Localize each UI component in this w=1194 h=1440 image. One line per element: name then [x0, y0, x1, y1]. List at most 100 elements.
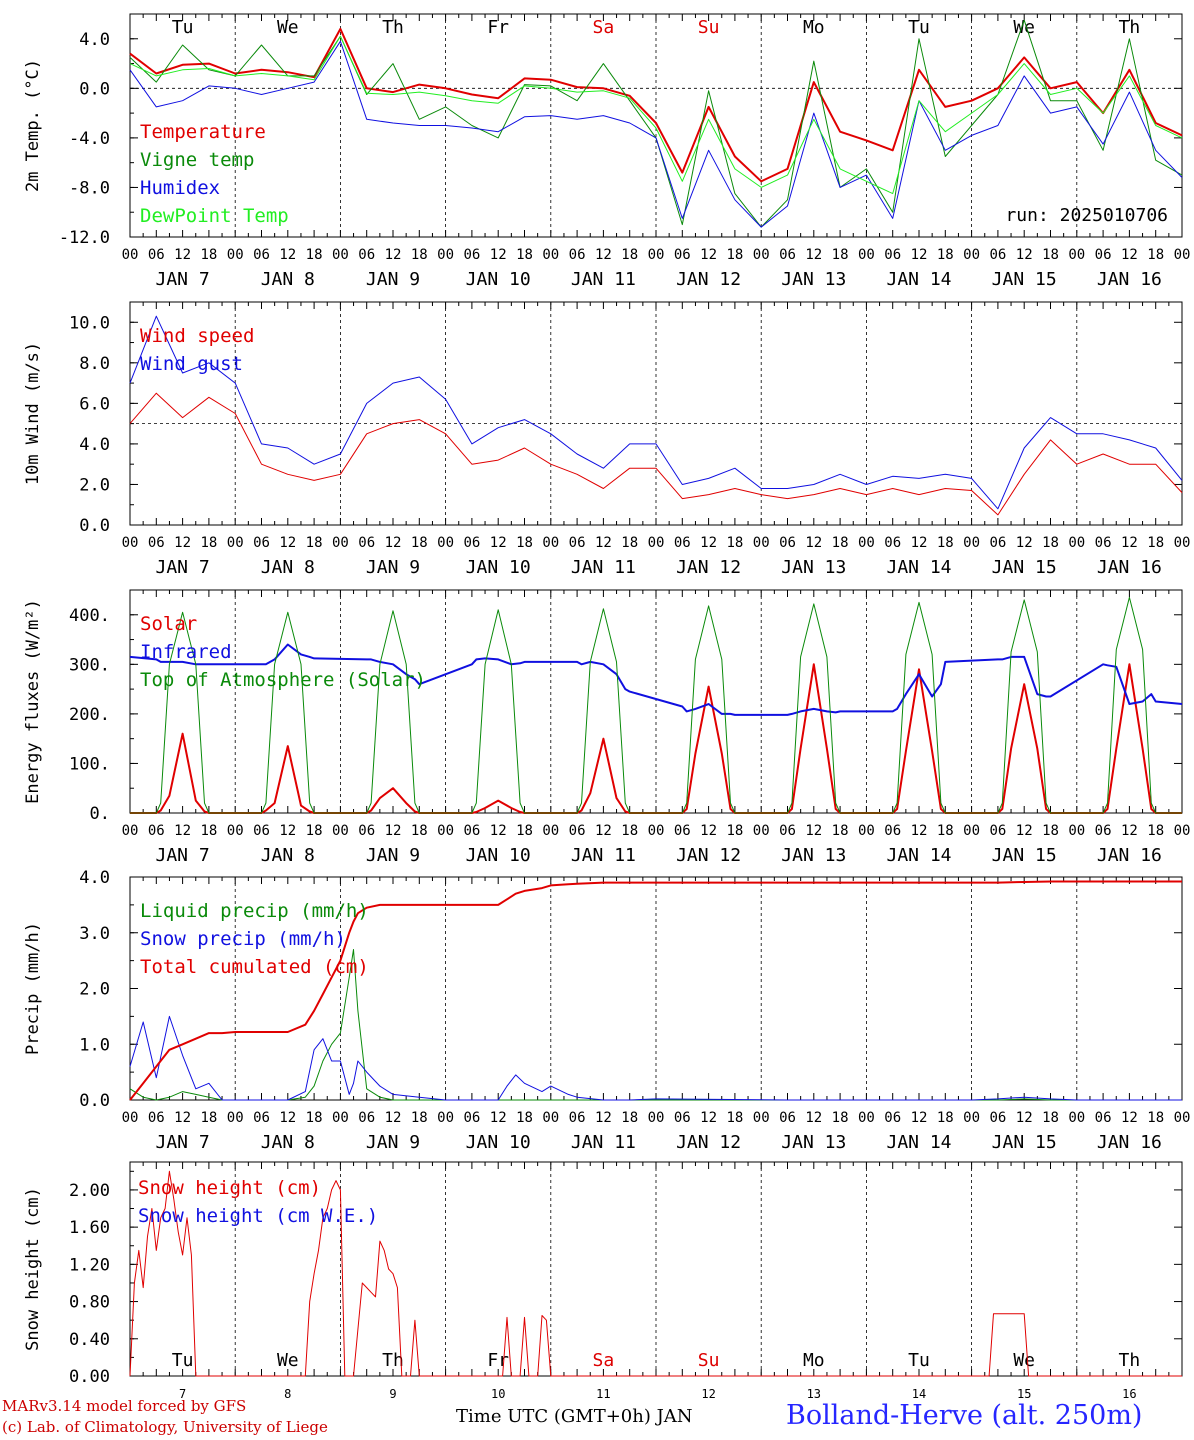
hour-tick-label: 06 [1095, 535, 1112, 551]
hour-tick-label: 18 [621, 823, 638, 839]
hour-tick-label: 18 [516, 247, 533, 263]
hour-tick-label: 06 [148, 1110, 165, 1126]
hour-tick-label: 18 [1147, 247, 1164, 263]
hour-tick-label: 18 [200, 823, 217, 839]
legend-entry: Wind gust [140, 353, 243, 375]
hour-tick-label: 00 [753, 823, 770, 839]
hour-tick-label: 06 [674, 247, 691, 263]
legend-entry: DewPoint Temp [140, 205, 289, 227]
date-label: JAN 13 [781, 845, 846, 866]
hour-tick-label: 06 [884, 247, 901, 263]
time-axis-label: Time UTC (GMT+0h) JAN [456, 1406, 693, 1427]
hour-tick-label: 12 [1121, 823, 1138, 839]
date-label: JAN 14 [886, 557, 951, 578]
y-tick-label: 1.0 [79, 1035, 110, 1055]
y-axis-label: Snow height (cm) [23, 1187, 43, 1351]
hour-tick-label: 18 [937, 823, 954, 839]
hour-tick-label: 12 [174, 1110, 191, 1126]
legend-entry: Top of Atmosphere (Solar) [140, 669, 426, 691]
y-tick-label: -4.0 [69, 129, 110, 149]
hour-tick-label: 00 [753, 247, 770, 263]
hour-tick-label: 18 [411, 1110, 428, 1126]
date-label: JAN 15 [992, 1132, 1057, 1153]
date-label: JAN 7 [156, 269, 210, 290]
hour-tick-label: 12 [700, 1110, 717, 1126]
hour-tick-label: 06 [674, 535, 691, 551]
weekday-label: We [1013, 1350, 1035, 1371]
hour-tick-label: 00 [542, 535, 559, 551]
hour-tick-label: 06 [463, 535, 480, 551]
date-label: JAN 12 [676, 845, 741, 866]
hour-tick-label: 00 [227, 535, 244, 551]
hour-tick-label: 18 [726, 823, 743, 839]
hour-tick-label: 06 [358, 1110, 375, 1126]
weekday-label: Fr [487, 17, 509, 38]
hour-tick-label: 12 [279, 247, 296, 263]
hour-tick-label: 00 [437, 1110, 454, 1126]
y-tick-label: 0.0 [79, 1091, 110, 1111]
weekday-label: Tu [908, 1350, 930, 1371]
date-label: JAN 7 [156, 557, 210, 578]
hour-tick-label: 18 [306, 247, 323, 263]
hour-tick-label: 00 [542, 1110, 559, 1126]
hour-tick-label: 06 [569, 535, 586, 551]
hour-tick-label: 00 [542, 247, 559, 263]
y-tick-label: 1.60 [69, 1218, 110, 1238]
hour-tick-label: 06 [463, 823, 480, 839]
hour-tick-label: 00 [542, 823, 559, 839]
hour-tick-label: 12 [174, 535, 191, 551]
weekday-label: Fr [487, 1350, 509, 1371]
run-annotation: run: 2025010706 [1005, 205, 1168, 226]
weekday-label: Su [698, 17, 720, 38]
hour-tick-label: 06 [569, 823, 586, 839]
hour-tick-label: 06 [779, 823, 796, 839]
hour-tick-label: 12 [174, 247, 191, 263]
hour-tick-label: 18 [516, 823, 533, 839]
hour-tick-label: 12 [805, 535, 822, 551]
weekday-label: Tu [908, 17, 930, 38]
date-label: JAN 10 [466, 557, 531, 578]
hour-tick-label: 00 [858, 1110, 875, 1126]
weekday-label: Sa [593, 1350, 615, 1371]
hour-tick-label: 18 [937, 1110, 954, 1126]
hour-tick-label: 00 [858, 823, 875, 839]
hour-tick-label: 12 [595, 1110, 612, 1126]
day-number-label: 13 [807, 1387, 821, 1401]
y-tick-label: 3.0 [79, 924, 110, 944]
hour-tick-label: 12 [1016, 535, 1033, 551]
hour-tick-label: 00 [437, 535, 454, 551]
hour-tick-label: 00 [858, 535, 875, 551]
hour-tick-label: 06 [989, 535, 1006, 551]
hour-tick-label: 12 [911, 247, 928, 263]
series-line-total-cumulated-cm [129, 880, 1182, 1101]
hour-tick-label: 06 [148, 247, 165, 263]
hour-tick-label: 12 [1016, 247, 1033, 263]
hour-tick-label: 18 [1042, 1110, 1059, 1126]
y-tick-label: 4.0 [79, 30, 110, 50]
hour-tick-label: 18 [306, 823, 323, 839]
hour-tick-label: 00 [332, 535, 349, 551]
date-label: JAN 9 [366, 557, 420, 578]
hour-tick-label: 06 [358, 823, 375, 839]
date-label: JAN 12 [676, 557, 741, 578]
hour-tick-label: 00 [963, 1110, 980, 1126]
weekday-label: We [277, 17, 299, 38]
series-line-wind-speed [129, 392, 1183, 516]
panel-3-frame [129, 589, 1183, 814]
hour-tick-label: 06 [569, 1110, 586, 1126]
y-axis-label: Energy fluxes (W/m²) [23, 599, 43, 804]
legend-entry: Humidex [140, 177, 220, 199]
hour-tick-label: 06 [358, 535, 375, 551]
hour-tick-label: 06 [1095, 247, 1112, 263]
hour-tick-label: 06 [148, 535, 165, 551]
y-axis-label: 2m Temp. (°C) [23, 59, 43, 192]
series-line-snow-precip-mm-h [129, 1015, 1182, 1101]
hour-tick-label: 06 [674, 1110, 691, 1126]
y-tick-label: 0. [90, 804, 110, 824]
hour-tick-label: 00 [963, 247, 980, 263]
hour-tick-label: 00 [437, 247, 454, 263]
weekday-label: Su [698, 1350, 720, 1371]
hour-tick-label: 12 [805, 823, 822, 839]
hour-tick-label: 06 [989, 823, 1006, 839]
y-tick-label: -8.0 [69, 178, 110, 198]
